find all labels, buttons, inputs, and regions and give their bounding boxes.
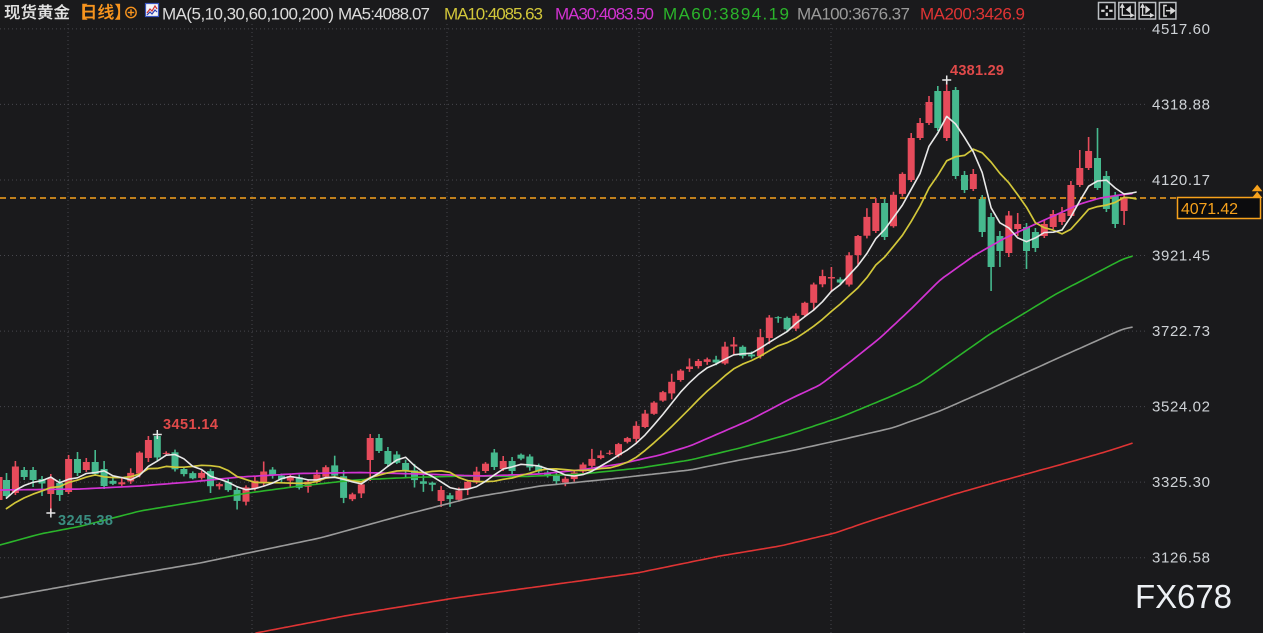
svg-text:MA5:4088.07: MA5:4088.07 xyxy=(338,5,430,24)
svg-text:4517.60: 4517.60 xyxy=(1152,21,1210,38)
svg-text:3921.45: 3921.45 xyxy=(1152,248,1210,265)
svg-text:3524.02: 3524.02 xyxy=(1152,399,1210,416)
svg-text:3325.30: 3325.30 xyxy=(1152,474,1210,491)
svg-text:3451.14: 3451.14 xyxy=(163,417,218,433)
svg-text:4318.88: 4318.88 xyxy=(1152,96,1210,113)
svg-text:FX678: FX678 xyxy=(1135,578,1232,615)
svg-text:3245.38: 3245.38 xyxy=(58,513,113,529)
svg-text:MA(5,10,30,60,100,200): MA(5,10,30,60,100,200) xyxy=(162,5,334,24)
svg-text:4071.42: 4071.42 xyxy=(1181,201,1238,218)
svg-text:3126.58: 3126.58 xyxy=(1152,550,1210,567)
svg-text:MA200:3426.9: MA200:3426.9 xyxy=(920,5,1025,24)
svg-text:3722.73: 3722.73 xyxy=(1152,323,1210,340)
svg-text:4381.29: 4381.29 xyxy=(950,63,1004,79)
svg-text:MA10:4085.63: MA10:4085.63 xyxy=(444,5,543,24)
svg-text:MA100:3676.37: MA100:3676.37 xyxy=(797,5,910,24)
svg-text:MA30:4083.50: MA30:4083.50 xyxy=(555,5,654,24)
svg-text:4120.17: 4120.17 xyxy=(1152,172,1210,189)
svg-text:MA60:3894.19: MA60:3894.19 xyxy=(663,5,789,24)
